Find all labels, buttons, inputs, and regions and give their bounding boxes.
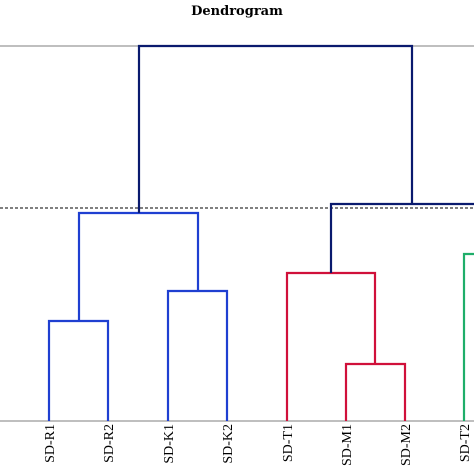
blue-cluster xyxy=(47,211,229,421)
leaf-label-sd-m2: SD-M2 xyxy=(399,424,414,466)
leaf-label-sd-t1: SD-T1 xyxy=(281,424,296,462)
red-cluster xyxy=(285,271,407,421)
leaf-label-sd-k1: SD-K1 xyxy=(162,424,177,464)
leaf-label-sd-m1: SD-M1 xyxy=(340,424,355,466)
leaf-label-sd-k2: SD-K2 xyxy=(221,424,236,464)
chart-title: Dendrogram xyxy=(191,4,283,19)
root-links xyxy=(137,44,474,273)
merge-sd-m1-sd-m2 xyxy=(344,362,407,421)
leaf-labels: SD-R1 SD-R2 SD-K1 SD-K2 SD-T1 SD-M1 SD-M… xyxy=(43,424,473,466)
merge-sd-r1-sd-r2 xyxy=(47,319,110,421)
leaf-label-sd-r1: SD-R1 xyxy=(43,424,58,463)
merge-sd-k1-sd-k2 xyxy=(166,289,229,421)
merge-r-k-pairs xyxy=(77,211,200,321)
leaf-label-sd-t2: SD-T2 xyxy=(458,424,473,462)
leaf-label-sd-r2: SD-R2 xyxy=(102,424,117,463)
merge-t1m-t2 xyxy=(329,202,474,273)
merge-root xyxy=(137,44,414,213)
merge-sd-t1-m-pair xyxy=(285,271,377,421)
branch-sd-t2 xyxy=(462,252,474,421)
